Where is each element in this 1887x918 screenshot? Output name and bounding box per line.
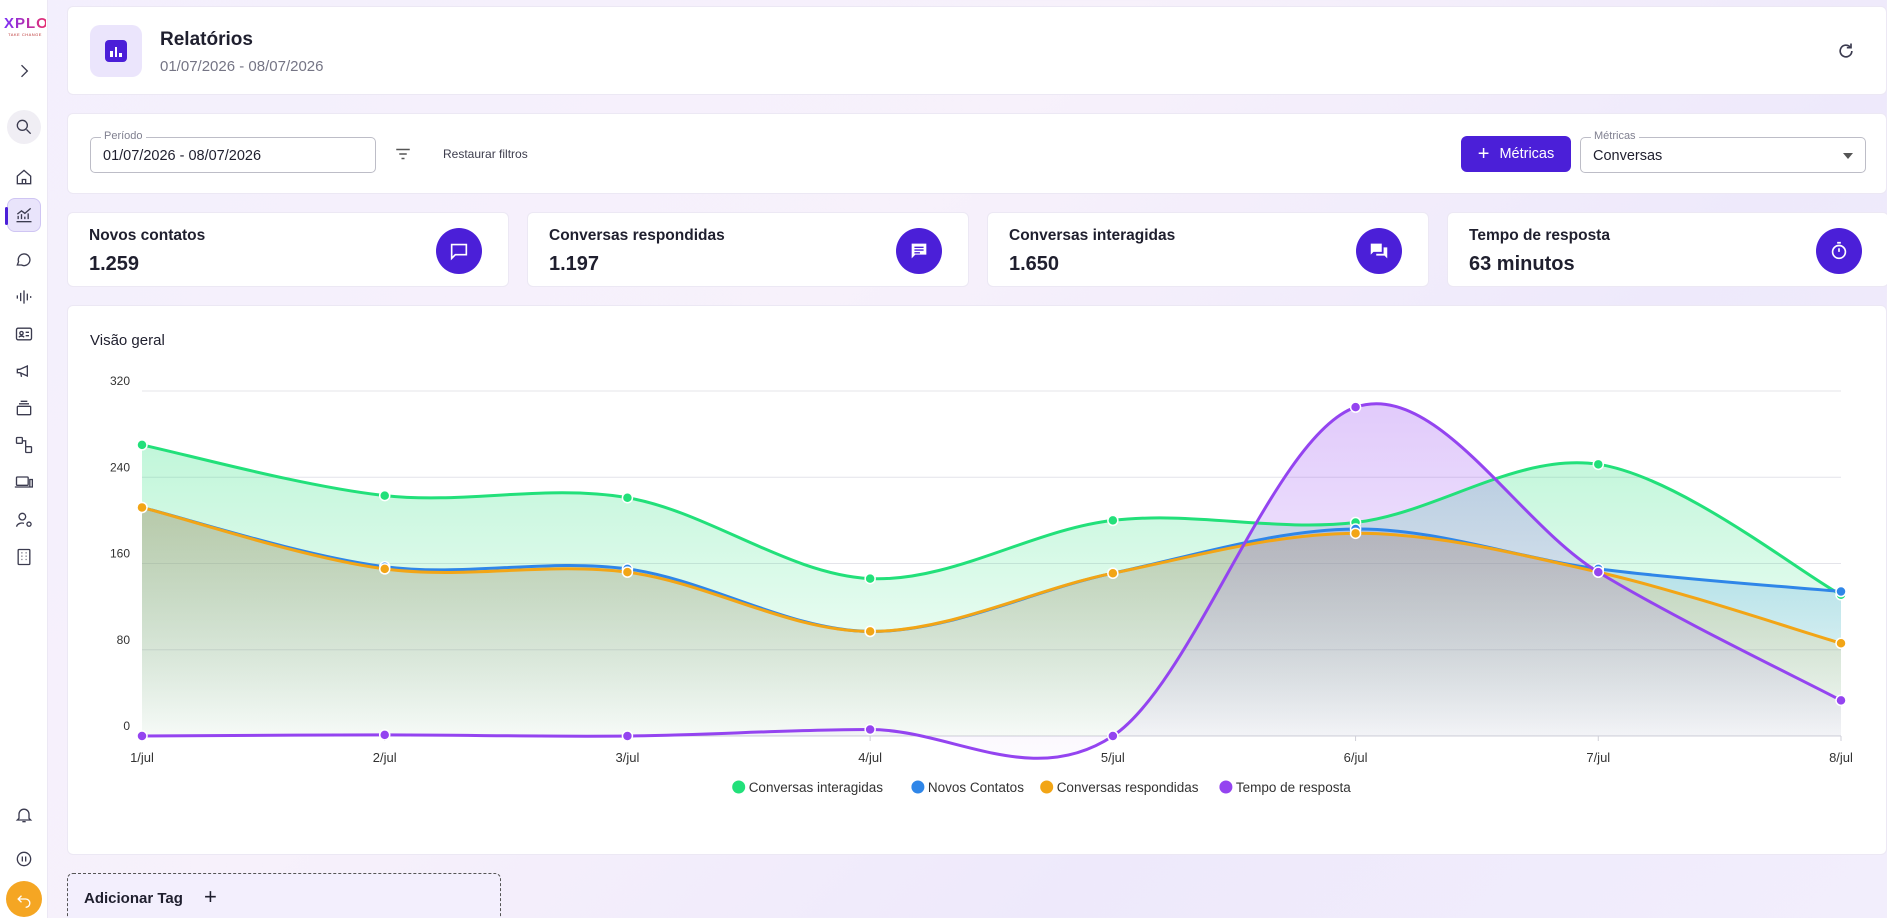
data-point [378, 563, 391, 575]
stat-card-new-contacts: Novos contatos 1.259 [67, 212, 509, 287]
data-point [1835, 585, 1847, 598]
y-tick-label: 320 [110, 374, 130, 388]
chart-title: Visão geral [90, 332, 165, 349]
series-line [141, 402, 1842, 760]
legend-label: Conversas interagidas [749, 780, 884, 795]
data-point [1349, 401, 1362, 413]
period-field[interactable]: Período 01/07/2026 - 08/07/2026 [90, 130, 376, 173]
metrics-value: Conversas [1593, 148, 1663, 164]
refresh-icon[interactable] [1836, 41, 1856, 61]
contact-card-icon[interactable] [7, 317, 41, 351]
chat-icon[interactable] [7, 243, 41, 277]
page-header: Relatórios 01/07/2026 - 08/07/2026 [67, 6, 1887, 95]
reports-icon[interactable] [5, 198, 41, 232]
data-point [621, 730, 634, 742]
data-point [1835, 694, 1847, 707]
data-point [864, 625, 876, 638]
message-icon [896, 228, 942, 274]
data-point [1107, 514, 1119, 527]
legend-label: Conversas respondidas [1057, 780, 1199, 795]
timer-icon [1816, 228, 1862, 274]
x-tick-label: 5/jul [1101, 750, 1125, 765]
period-value: 01/07/2026 - 08/07/2026 [103, 148, 262, 164]
legend-marker [1219, 780, 1233, 794]
x-tick-label: 6/jul [1344, 750, 1368, 765]
data-point [864, 572, 876, 585]
stack-icon[interactable] [7, 391, 41, 425]
legend-marker [1040, 780, 1054, 794]
filters-bar: Período 01/07/2026 - 08/07/2026 Restaura… [67, 113, 1887, 194]
megaphone-icon[interactable] [7, 354, 41, 388]
legend-marker [732, 780, 746, 794]
forum-icon [1356, 228, 1402, 274]
sidebar: XPLO TAKE CHANGE [0, 0, 48, 918]
home-icon[interactable] [7, 160, 41, 194]
data-point [864, 723, 876, 736]
period-label: Período [101, 130, 146, 142]
legend-marker [911, 780, 925, 794]
overview-chart: 0 80 160 240 320 1/jul 2/jul 3/jul 4/jul 5/jul 6/j… [110, 374, 1853, 795]
metrics-label: Métricas [1591, 130, 1639, 142]
series-area [142, 403, 1841, 759]
data-point [1592, 566, 1605, 578]
building-icon[interactable] [7, 540, 41, 574]
data-point [378, 489, 391, 502]
plus-icon: + [1477, 143, 1490, 165]
search-icon[interactable] [7, 110, 41, 144]
add-metrics-button[interactable]: + Métricas [1461, 136, 1571, 172]
plus-icon[interactable]: + [204, 884, 217, 909]
legend-label: Tempo de resposta [1236, 780, 1351, 795]
overview-chart-card: Visão geral 0 80 160 240 320 1/jul 2/jul 3/jul 4… [67, 305, 1887, 855]
y-tick-label: 80 [117, 633, 131, 647]
data-point [1592, 458, 1605, 471]
data-point [1107, 730, 1119, 742]
add-tag-label: Adicionar Tag [84, 890, 183, 907]
stat-card-interacted: Conversas interagidas 1.650 [987, 212, 1429, 287]
x-tick-label: 2/jul [373, 750, 397, 765]
restore-filters-link[interactable]: Restaurar filtros [443, 147, 528, 161]
x-tick-label: 3/jul [615, 750, 639, 765]
legend-label: Novos Contatos [928, 780, 1024, 795]
x-tick-label: 4/jul [858, 750, 882, 765]
undo-icon[interactable] [6, 881, 42, 917]
flow-icon[interactable] [7, 428, 41, 462]
data-point [1107, 567, 1119, 579]
y-tick-label: 0 [123, 719, 130, 733]
y-tick-label: 240 [110, 460, 130, 474]
metrics-select[interactable]: Métricas Conversas [1580, 130, 1866, 173]
add-tag-box[interactable]: Adicionar Tag + [67, 873, 501, 918]
x-tick-label: 7/jul [1586, 750, 1610, 765]
page-date-range: 01/07/2026 - 08/07/2026 [160, 58, 324, 75]
reports-badge-icon [90, 25, 142, 77]
data-point [1835, 637, 1847, 650]
data-point [136, 439, 148, 451]
stat-card-response-time: Tempo de resposta 63 minutos [1447, 212, 1887, 287]
x-tick-label: 1/jul [130, 750, 154, 765]
data-point [621, 566, 634, 578]
page-title: Relatórios [160, 29, 253, 50]
data-point [136, 730, 148, 742]
chevron-down-icon [1843, 153, 1853, 159]
bell-icon[interactable] [7, 798, 41, 832]
y-tick-label: 160 [110, 547, 130, 561]
series-line [141, 443, 1842, 597]
user-settings-icon[interactable] [7, 503, 41, 537]
x-tick-label: 8/jul [1829, 750, 1853, 765]
pause-icon[interactable] [7, 842, 41, 876]
logo: XPLO TAKE CHANGE [4, 15, 49, 38]
filter-icon[interactable] [394, 146, 412, 162]
series-line [141, 505, 1842, 645]
data-point [378, 729, 391, 741]
chevron-right-icon[interactable] [7, 54, 41, 88]
chat-bubble-icon [436, 228, 482, 274]
devices-icon[interactable] [7, 465, 41, 499]
data-point [1349, 527, 1362, 540]
audio-icon[interactable] [7, 280, 41, 314]
stat-card-answered: Conversas respondidas 1.197 [527, 212, 969, 287]
data-point [621, 491, 634, 504]
data-point [136, 501, 148, 514]
